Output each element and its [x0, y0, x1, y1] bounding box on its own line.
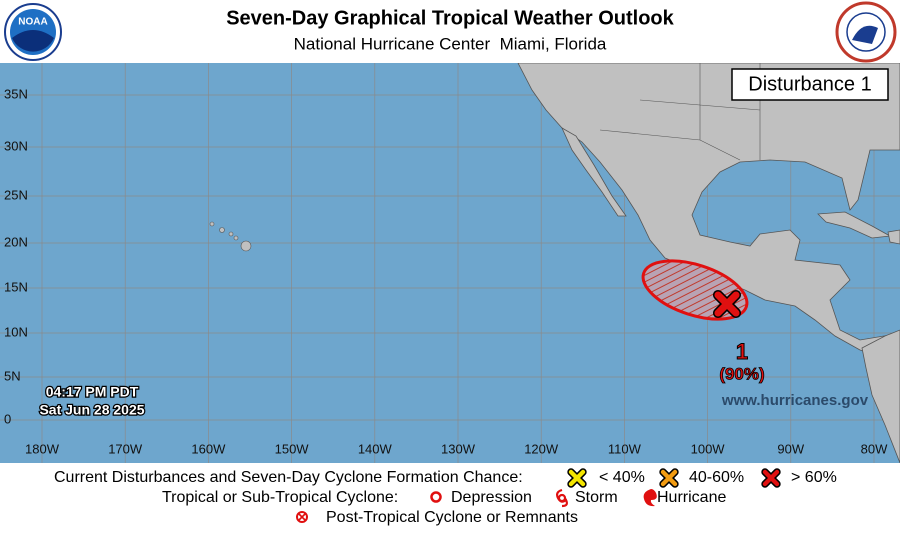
- x-fill: [568, 469, 586, 487]
- depression-icon: [430, 491, 442, 503]
- longitude-label: 130W: [441, 441, 476, 456]
- legend-item: Hurricane: [657, 489, 726, 506]
- x-fill: [762, 469, 780, 487]
- x-fill: [660, 469, 678, 487]
- logo-text: NOAA: [18, 17, 47, 28]
- legend-item: Storm: [575, 489, 618, 506]
- latitude-label: 0: [4, 411, 11, 426]
- disturbance-number: 1: [736, 339, 748, 364]
- time: 04:17 PM PDT: [46, 384, 139, 400]
- latitude-label: 20N: [4, 234, 28, 249]
- legend-item: Post-Tropical Cyclone or Remnants: [326, 509, 578, 526]
- latitude-label: 15N: [4, 279, 28, 294]
- legend-item: Depression: [451, 489, 532, 506]
- longitude-label: 90W: [777, 441, 804, 456]
- disturbance-marker: [712, 289, 742, 319]
- legend-item: < 40%: [599, 469, 645, 486]
- subtitle: National Hurricane Center Miami, Florida: [294, 34, 607, 53]
- longitude-label: 160W: [191, 441, 226, 456]
- longitude-label: 150W: [275, 441, 310, 456]
- cuba: [817, 211, 892, 239]
- latitude-label: 10N: [4, 324, 28, 339]
- longitude-label: 180W: [25, 441, 60, 456]
- latitude-label: 35N: [4, 86, 28, 101]
- longitude-label: 100W: [691, 441, 726, 456]
- legend-title: Tropical or Sub-Tropical Cyclone:: [162, 489, 398, 506]
- hawaii: [209, 221, 252, 252]
- legend-title: Current Disturbances and Seven-Day Cyclo…: [54, 469, 523, 486]
- disturbance-chance: (90%): [719, 364, 764, 383]
- hispaniola: [887, 229, 900, 245]
- hurricane-icon: [643, 489, 657, 507]
- longitude-label: 80W: [861, 441, 888, 456]
- noaa-logo: NOAA: [4, 3, 62, 61]
- longitude-label: 120W: [524, 441, 559, 456]
- latitude-label: 30N: [4, 138, 28, 153]
- longitude-label: 110W: [608, 441, 642, 456]
- legend-item: 40-60%: [689, 469, 744, 486]
- baja-california: [561, 127, 627, 217]
- post-tropical-icon: [296, 511, 308, 523]
- legend-item: > 60%: [791, 469, 837, 486]
- longitude-label: 140W: [358, 441, 393, 456]
- latitude-label: 25N: [4, 187, 28, 202]
- latitude-label: 5N: [4, 368, 21, 383]
- borders: [599, 63, 761, 161]
- north-america: [517, 63, 900, 357]
- legend: Current Disturbances and Seven-Day Cyclo…: [54, 468, 837, 526]
- website: www.hurricanes.gov: [721, 392, 869, 409]
- date: Sat Jun 28 2025: [39, 402, 144, 418]
- storm-icon: [556, 488, 568, 508]
- nws-logo: [835, 1, 897, 63]
- south-america: [861, 329, 900, 463]
- x-fill: [714, 291, 740, 317]
- label-box: [731, 68, 889, 101]
- map-label: Disturbance 1: [748, 73, 871, 95]
- longitude-label: 170W: [108, 441, 143, 456]
- title: Seven-Day Graphical Tropical Weather Out…: [226, 7, 674, 29]
